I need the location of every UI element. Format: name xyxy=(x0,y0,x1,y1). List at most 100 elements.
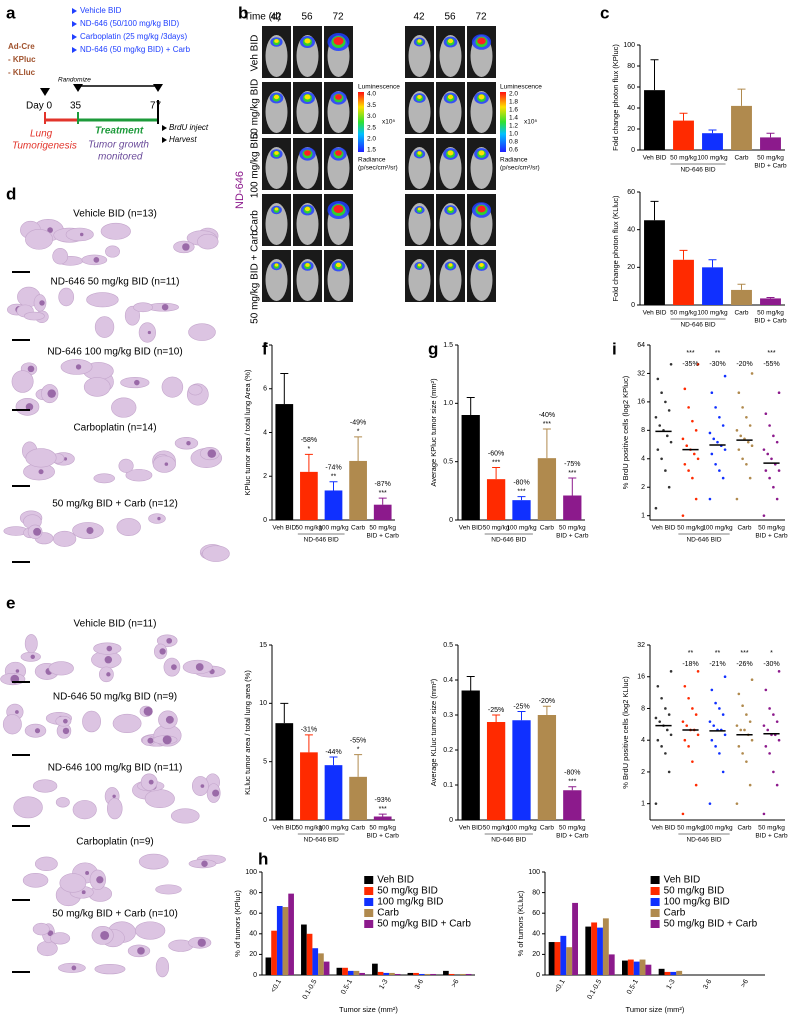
lung-section xyxy=(133,302,153,313)
lung-section xyxy=(24,634,38,654)
legend-label: 50 mg/kg BID xyxy=(664,886,725,897)
bar xyxy=(323,961,330,975)
annotation: *** xyxy=(379,806,387,813)
y-axis-label: Fold change photon flux (KPluc) xyxy=(611,44,620,151)
point xyxy=(723,374,727,378)
time: 42 xyxy=(413,12,425,23)
colorbar-unit: x10⁵ xyxy=(382,119,395,126)
legend-label: 100 mg/kg BID xyxy=(377,897,443,908)
annotation: -20% xyxy=(736,361,752,368)
error-bar xyxy=(708,129,717,134)
bar xyxy=(702,133,723,150)
tumor xyxy=(27,365,35,373)
tumor xyxy=(47,389,56,398)
lung-section xyxy=(34,856,58,872)
signal xyxy=(417,151,422,155)
randomize: Randomize xyxy=(58,77,91,84)
x-tick-label: BID + Carb xyxy=(755,533,788,540)
bar xyxy=(627,959,634,975)
x-tick-label: 50 mg/kg xyxy=(757,310,784,317)
point xyxy=(762,448,766,451)
signal xyxy=(333,205,344,213)
x-tick-label: 100 mg/kg xyxy=(506,525,537,532)
lung-section xyxy=(138,322,156,343)
y-tick-label: 0 xyxy=(631,147,635,154)
bar xyxy=(265,957,272,975)
tumor xyxy=(207,449,217,458)
point xyxy=(777,469,781,472)
x-tick-label: Veh BID xyxy=(459,525,483,532)
annotation: -18% xyxy=(682,661,698,668)
y-tick-label: 20 xyxy=(249,951,257,958)
point xyxy=(721,770,725,774)
annotation: -25% xyxy=(488,707,504,714)
tumor xyxy=(200,784,205,788)
colorbar-tick: 4.0 xyxy=(367,91,376,98)
legend-swatch xyxy=(650,898,660,906)
lung-section xyxy=(118,458,134,473)
end-step: Harvest xyxy=(169,135,197,144)
row-label: 50 mg/kg BID xyxy=(250,79,261,140)
point xyxy=(739,728,743,732)
bar xyxy=(324,490,343,520)
marker xyxy=(153,84,163,92)
y-tick-label: 0 xyxy=(263,517,267,524)
legend-label: Carb xyxy=(377,908,399,919)
lung-section xyxy=(170,808,200,824)
tumor xyxy=(106,672,111,677)
bar xyxy=(608,954,615,975)
point xyxy=(667,713,671,716)
y-tick-label: 80 xyxy=(532,889,540,896)
y-tick-label: 1 xyxy=(641,801,645,808)
y-axis-label: % BrdU positive cells (log2 KPluc) xyxy=(621,375,630,489)
y-tick-label: 6 xyxy=(263,386,267,393)
error-bar xyxy=(354,436,363,461)
signal xyxy=(447,150,454,156)
bar xyxy=(566,947,573,975)
x-tick-label: 1-3 xyxy=(378,978,389,990)
lung-section xyxy=(82,710,101,733)
y-tick-label: 40 xyxy=(249,931,257,938)
panel-label: b xyxy=(238,3,248,22)
point xyxy=(656,377,660,381)
point xyxy=(708,497,712,501)
annotation: -80% xyxy=(513,480,529,487)
point xyxy=(768,707,771,710)
error-bar xyxy=(378,813,387,817)
chart: 0 20 40 60 Fold change photon flux (KLluc) Ve… xyxy=(611,189,787,329)
annotation: ** xyxy=(715,350,721,357)
point xyxy=(664,707,667,710)
tumor xyxy=(104,655,113,664)
bar xyxy=(486,722,506,820)
bar xyxy=(548,942,555,975)
signal xyxy=(479,263,484,267)
x-tick-label: <0.1 xyxy=(554,978,567,994)
lung-section xyxy=(112,713,142,733)
legend-swatch xyxy=(650,876,660,884)
row-label: Veh BID xyxy=(250,35,261,72)
x-tick-label: 100 mg/kg xyxy=(702,825,733,832)
time: 56 xyxy=(301,12,313,23)
x-tick-label: 50 mg/kg xyxy=(670,155,697,162)
section-title: Carboplatin (n=9) xyxy=(76,837,154,848)
mouse xyxy=(265,259,288,301)
tumor xyxy=(96,876,104,884)
bar xyxy=(443,970,449,975)
colorbar-tick: 3.0 xyxy=(367,113,376,120)
annotation: -55% xyxy=(350,738,366,745)
annotation: -30% xyxy=(709,361,725,368)
point xyxy=(721,476,725,480)
bar xyxy=(336,967,343,975)
annotation: -74% xyxy=(325,465,341,472)
time: 72 xyxy=(332,12,344,23)
phase: Treatment xyxy=(95,126,144,137)
legend-swatch xyxy=(364,920,374,928)
annotation: *** xyxy=(543,421,551,428)
point xyxy=(660,457,663,461)
annotation: -49% xyxy=(350,420,366,427)
y-tick-label: 0 xyxy=(253,972,257,979)
group-label: ND-646 BID xyxy=(680,167,715,174)
point xyxy=(723,448,727,451)
x-tick-label: 0.5-1 xyxy=(626,978,640,995)
y-axis-label: % BrdU positive cells (log2 KLluc) xyxy=(621,676,630,789)
